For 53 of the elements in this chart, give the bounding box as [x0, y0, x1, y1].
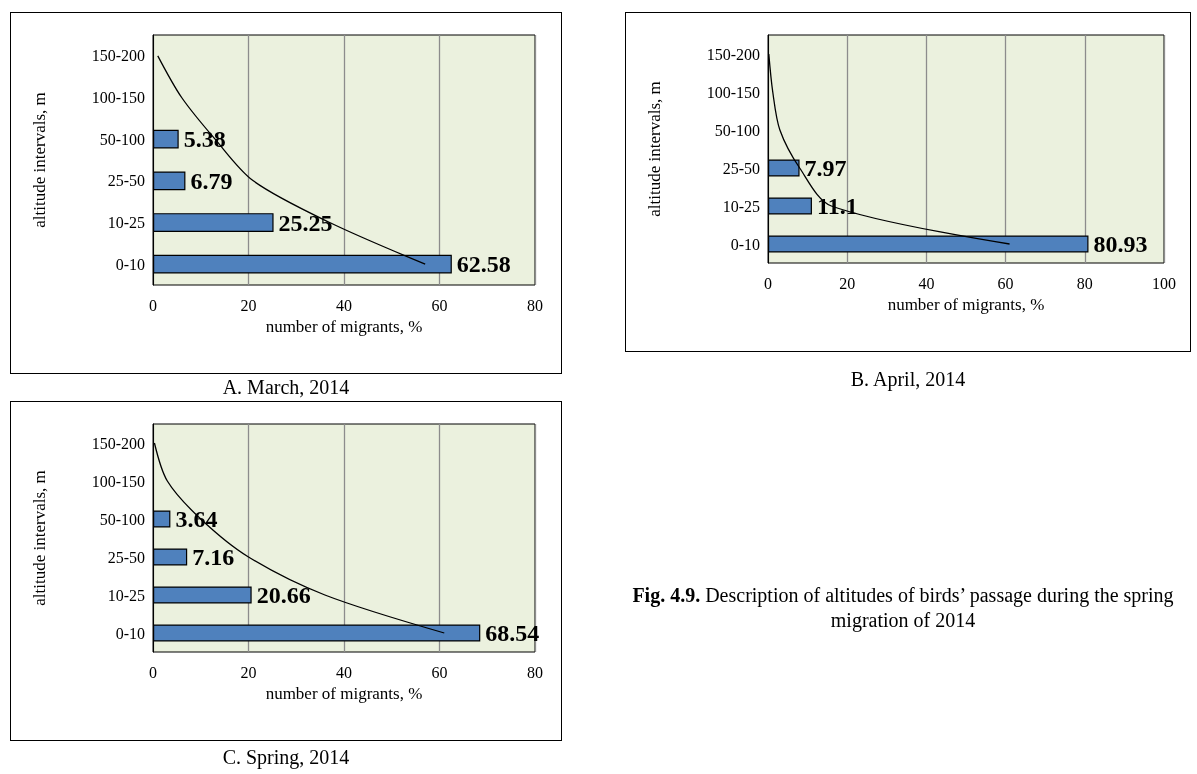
- y-tick-label: 100-150: [91, 89, 145, 106]
- y-tick-label: 150-200: [706, 45, 760, 63]
- text: C. Spring, 2014: [221, 746, 351, 769]
- x-tick-label: 100: [1152, 274, 1176, 292]
- y-tick-label: 50-100: [99, 510, 145, 528]
- data-label: 25.25: [278, 209, 333, 236]
- data-label: 7.16: [192, 544, 235, 570]
- caption: Fig. 4.9.: [632, 584, 702, 606]
- y-tick-label: 50-100: [714, 121, 760, 139]
- text: A. March, 2014: [221, 376, 351, 399]
- x-tick-label: 20: [240, 296, 257, 314]
- x-axis-title: number of migrants, %: [887, 294, 1045, 314]
- x-tick-label: 60: [997, 274, 1014, 292]
- data-label: 20.66: [256, 582, 311, 608]
- x-tick-label: 80: [527, 663, 543, 681]
- y-tick-label: 25-50: [107, 548, 145, 566]
- data-label: 62.58: [456, 251, 511, 278]
- y-tick-label: 50-100: [99, 130, 145, 148]
- y-tick-label: 150-200: [91, 47, 145, 65]
- x-tick-label: 40: [336, 296, 352, 314]
- data-label: 6.79: [190, 167, 233, 194]
- x-tick-label: 80: [1076, 274, 1093, 292]
- text: B. April, 2014: [849, 368, 967, 391]
- x-tick-label: 40: [918, 274, 935, 292]
- y-tick-label: 10-25: [107, 214, 145, 231]
- x-tick-label: 60: [431, 663, 448, 681]
- x-tick-label: 40: [336, 663, 352, 681]
- data-label: 7.97: [804, 155, 847, 181]
- y-tick-label: 100-150: [706, 83, 760, 101]
- y-tick-label: 10-25: [722, 197, 760, 215]
- y-axis-title: altitude intervals, m: [30, 470, 49, 606]
- x-tick-label: 0: [149, 296, 157, 314]
- y-tick-label: 100-150: [91, 472, 145, 490]
- x-tick-label: 20: [839, 274, 856, 292]
- y-tick-label: 25-50: [107, 172, 145, 190]
- y-tick-label: 0-10: [115, 255, 145, 273]
- text: Description of altitudes of birds’ passage during the spring migration of 2014: [705, 584, 1174, 631]
- y-tick-label: 10-25: [107, 586, 145, 604]
- data-label: 68.54: [485, 620, 540, 646]
- y-tick-label: 25-50: [722, 159, 760, 177]
- x-tick-label: 80: [527, 296, 543, 314]
- x-tick-label: 20: [240, 663, 257, 681]
- y-tick-label: 0-10: [730, 235, 760, 253]
- x-axis-title: number of migrants, %: [265, 683, 423, 703]
- x-tick-label: 0: [149, 663, 157, 681]
- y-axis-title: altitude intervals, m: [30, 92, 49, 228]
- x-axis-title: number of migrants, %: [265, 316, 423, 336]
- y-tick-label: 150-200: [91, 434, 145, 452]
- data-label: 80.93: [1093, 231, 1148, 257]
- y-axis-title: altitude intervals, m: [645, 81, 664, 217]
- y-tick-label: 0-10: [115, 624, 145, 642]
- x-tick-label: 60: [431, 296, 448, 314]
- x-tick-label: 0: [764, 274, 772, 292]
